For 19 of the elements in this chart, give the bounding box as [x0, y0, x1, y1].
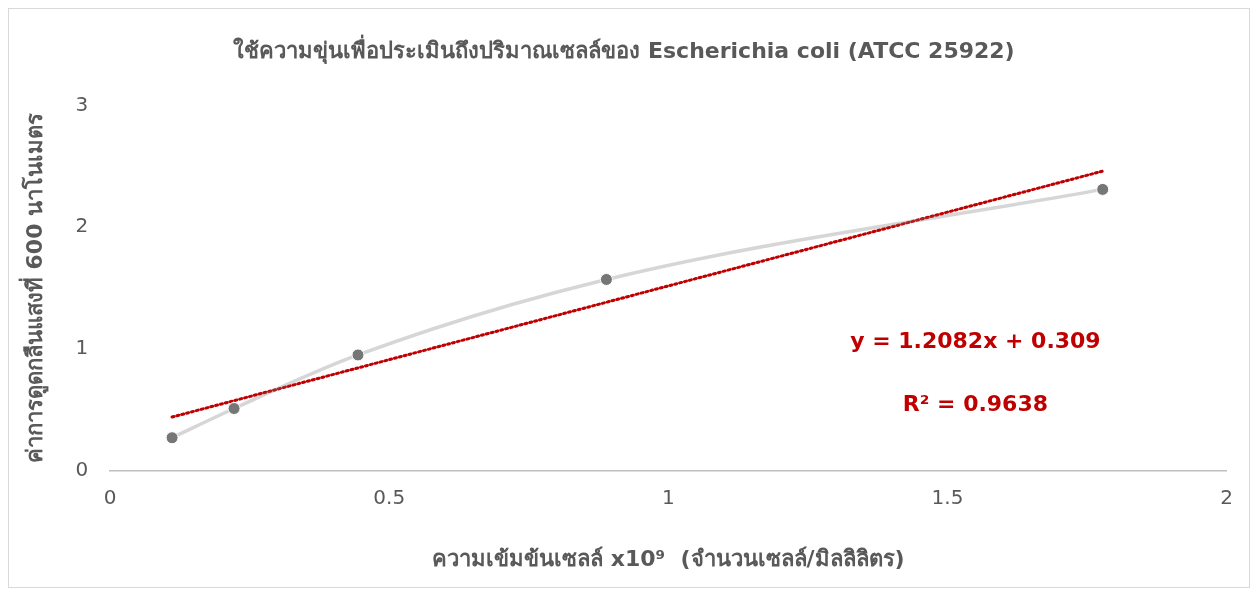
x-tick-label: 1: [662, 484, 675, 509]
x-axis-title: ความเข้มข้นเซลล์ x10⁹ (จำนวนเซลล์/มิลลิลิตร): [432, 545, 905, 571]
point: [1096, 182, 1110, 196]
point: [351, 348, 365, 362]
annotation: R² = 0.9638: [902, 390, 1049, 416]
annotation: y = 1.2082x + 0.309: [850, 328, 1101, 354]
x-tick-label: 0: [103, 484, 117, 509]
point: [227, 402, 241, 416]
y-tick-label: 3: [75, 91, 89, 116]
x-tick-label: 0.5: [373, 484, 406, 509]
x-tick-label: 1.5: [931, 484, 964, 509]
point: [599, 272, 613, 286]
chart-title: ใช้ความขุ่นเพื่อประเมินถึงปริมาณเซลล์ของ Escherichia coli (ATCC 25922): [233, 33, 1015, 65]
point: [165, 431, 179, 445]
x-tick-label: 2: [1220, 484, 1233, 509]
y-axis-title: ค่าการดูดกลืนแสงที่ 600 นาโนเมตร: [17, 112, 49, 464]
y-tick-label: 2: [75, 213, 89, 238]
y-tick-label: 1: [75, 335, 89, 360]
y-tick-label: 0: [75, 456, 89, 481]
